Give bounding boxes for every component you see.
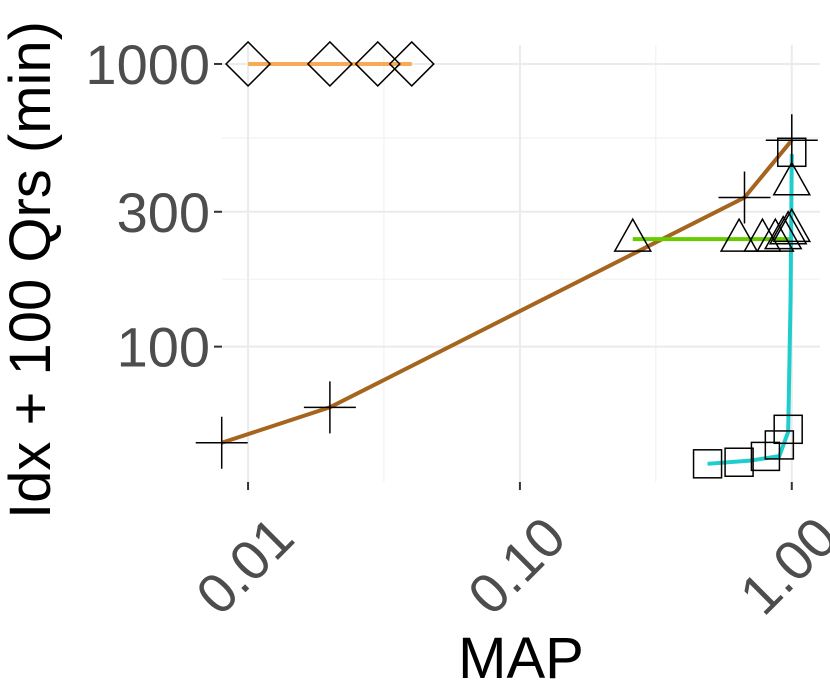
point	[388, 40, 435, 88]
point	[764, 430, 795, 460]
x-tick-label: 0.10	[456, 505, 578, 627]
y-axis-title: Idx + 100 Qrs (min)	[0, 21, 63, 519]
y-tick-label: 100	[117, 316, 210, 379]
fit-line	[221, 139, 794, 445]
y-tick-label: 1000	[85, 33, 210, 96]
point	[763, 215, 803, 250]
point	[772, 207, 812, 243]
y-tick-label: 300	[117, 181, 210, 244]
point	[765, 114, 818, 167]
point	[773, 414, 803, 445]
point	[195, 416, 248, 469]
point	[768, 210, 808, 245]
point	[719, 217, 759, 252]
x-tick-label: 0.01	[184, 505, 306, 627]
point	[613, 217, 653, 252]
point	[756, 217, 795, 252]
point	[777, 137, 807, 168]
fit-line	[707, 154, 794, 466]
point	[303, 381, 356, 434]
x-tick-label: 1.00	[727, 505, 830, 627]
point	[354, 40, 401, 88]
point	[692, 449, 723, 479]
point	[724, 447, 754, 477]
point	[224, 40, 272, 88]
point	[718, 171, 771, 224]
point	[772, 161, 812, 196]
point	[306, 40, 353, 88]
x-axis-title: MAP	[458, 626, 584, 691]
